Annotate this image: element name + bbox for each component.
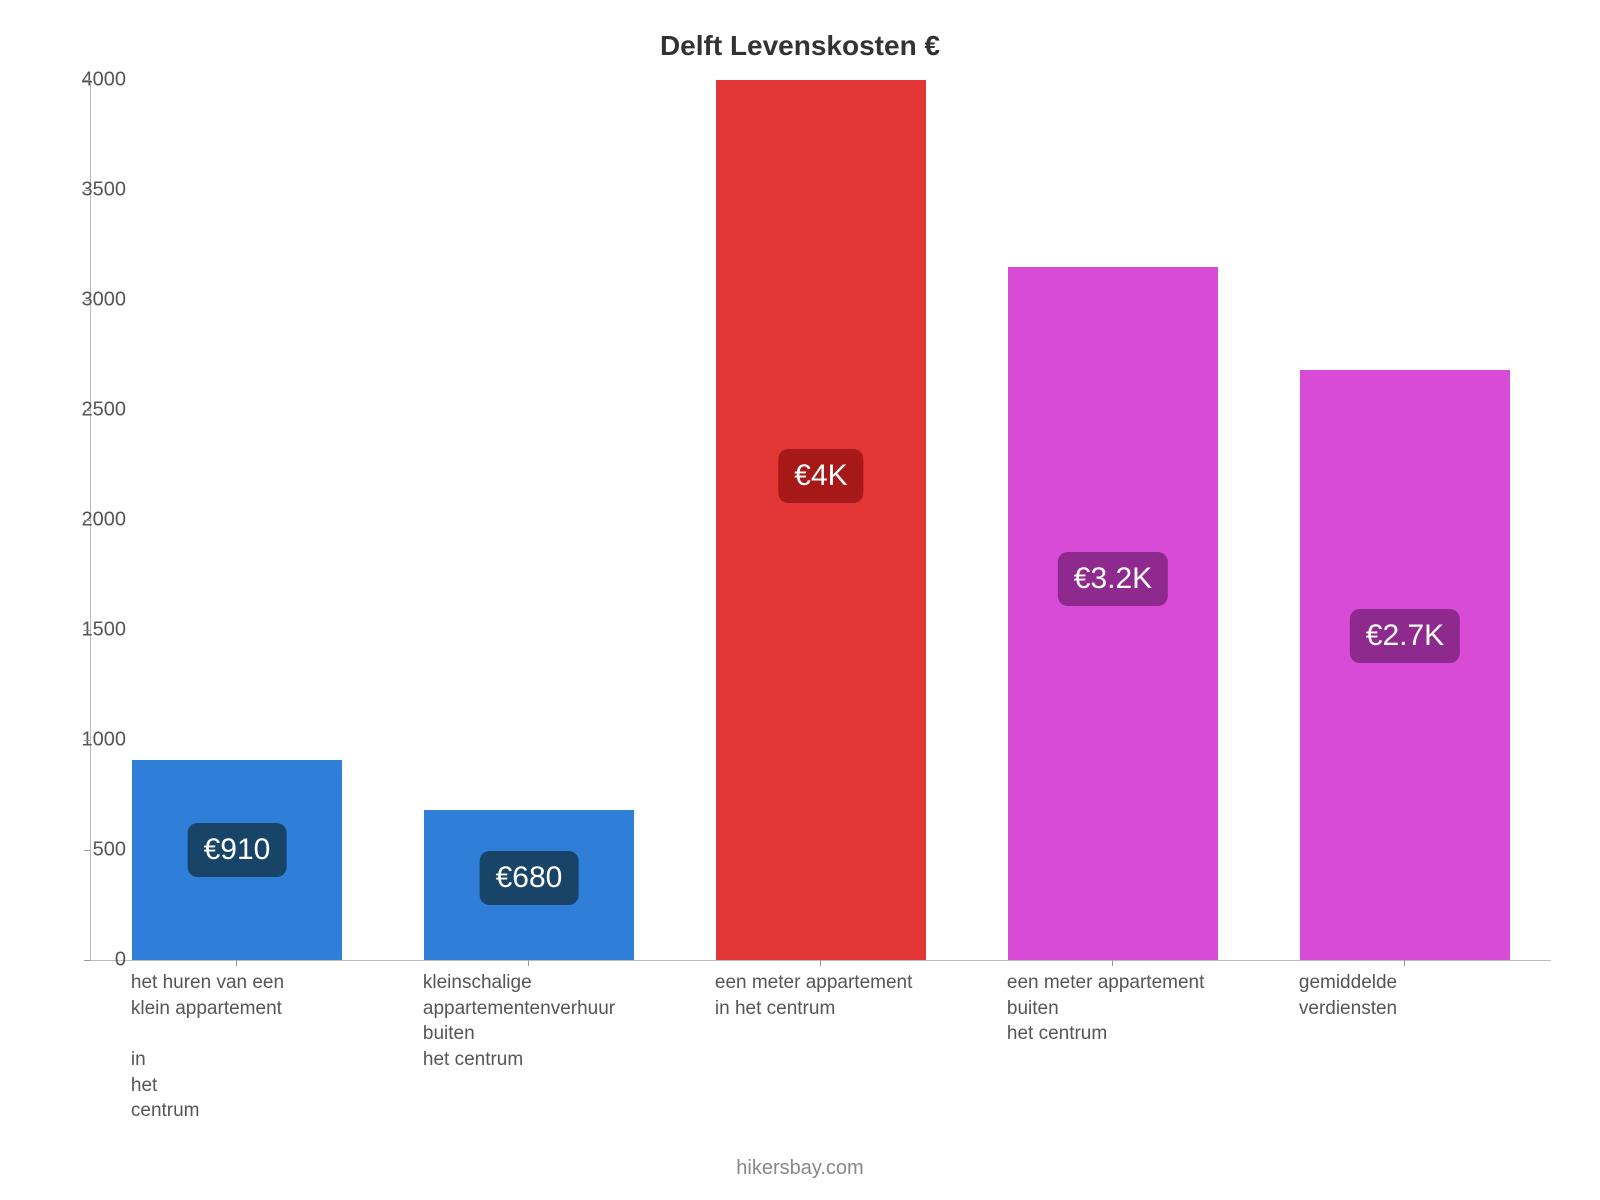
y-tick-mark [84,410,90,411]
y-tick-mark [84,630,90,631]
y-tick-mark [84,740,90,741]
chart-title: Delft Levenskosten € [0,30,1600,62]
x-tick-mark [1404,960,1405,966]
bar-value-label: €680 [480,851,579,905]
y-tick-mark [84,300,90,301]
bar-value-label: €4K [778,449,863,503]
x-tick-mark [236,960,237,966]
x-tick-mark [528,960,529,966]
bar-value-label: €2.7K [1350,609,1460,663]
bar [1300,370,1510,960]
plot-area: €910 €680 €4K €3.2K €2.7K [90,80,1551,961]
y-tick-mark [84,80,90,81]
x-tick-label: het huren van een klein appartement in h… [131,970,408,1124]
y-tick-mark [84,850,90,851]
y-tick-mark [84,520,90,521]
x-tick-label: kleinschalige appartementenverhuur buite… [423,970,700,1073]
x-tick-label: een meter appartement in het centrum [715,970,992,1021]
bar [1008,267,1218,960]
y-tick-mark [84,190,90,191]
x-tick-label: een meter appartement buiten het centrum [1007,970,1284,1047]
x-tick-mark [820,960,821,966]
bar-value-label: €3.2K [1058,552,1168,606]
bar [716,80,926,960]
x-tick-label: gemiddelde verdiensten [1299,970,1576,1021]
bar-value-label: €910 [188,823,287,877]
y-tick-mark [84,960,90,961]
cost-of-living-chart: Delft Levenskosten € €910 €680 €4K €3.2K €2.… [0,0,1600,1200]
credit-text: hikersbay.com [0,1157,1600,1180]
x-tick-mark [1112,960,1113,966]
